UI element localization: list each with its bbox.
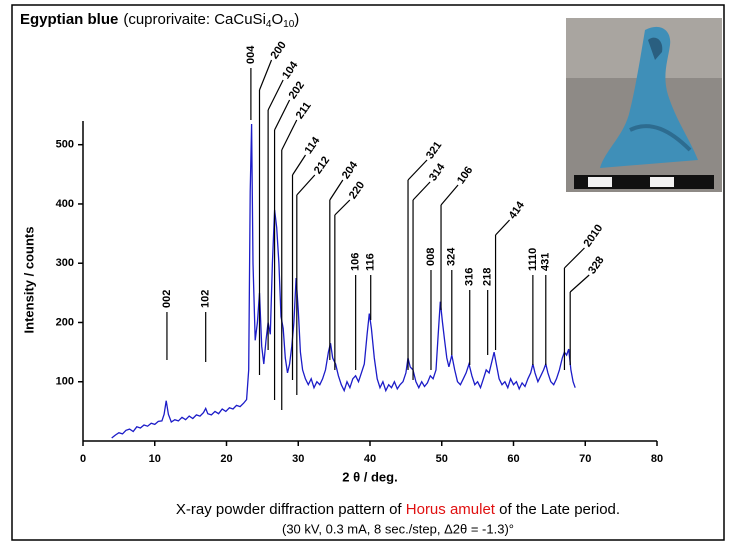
peak-label: 116 (365, 253, 377, 271)
peak-leader (274, 99, 291, 131)
peak-leader (495, 219, 511, 236)
amulet-detail (648, 37, 663, 60)
x-tick-label: 30 (292, 453, 304, 465)
peak-label: 316 (464, 268, 476, 286)
chart-title: Egyptian blue (cuprorivaite: CaCuSi4O10) (20, 11, 299, 30)
peak-leader (412, 181, 431, 201)
peak-leader (329, 179, 344, 201)
peak-leader (281, 119, 298, 151)
scale-bar (588, 177, 612, 187)
peak-label: 218 (482, 268, 494, 286)
xrd-line (111, 123, 576, 439)
peak-label: 106 (350, 253, 362, 271)
peak-label: 008 (425, 248, 437, 266)
peak-label: 102 (200, 290, 212, 308)
x-tick-label: 60 (507, 453, 519, 465)
peak-leader (296, 174, 316, 196)
amulet-detail (629, 124, 692, 152)
title-sub: 4 (266, 19, 272, 30)
peak-leader (440, 184, 459, 206)
x-tick-label: 10 (149, 453, 161, 465)
peak-leader (564, 247, 585, 269)
peak-label: 431 (540, 253, 552, 271)
peak-leader (407, 159, 428, 181)
peak-leader (334, 199, 351, 216)
peak-label: 1110 (527, 248, 539, 271)
y-tick-label: 100 (56, 376, 74, 388)
title-formula: O (271, 11, 283, 28)
x-tick-label: 40 (364, 453, 376, 465)
title-main: Egyptian blue (20, 11, 118, 28)
photo (566, 18, 722, 192)
peak-leader (258, 59, 273, 91)
y-tick-label: 200 (56, 316, 74, 328)
peak-label: 002 (161, 290, 173, 308)
x-tick-label: 20 (220, 453, 232, 465)
title-formula: ) (294, 11, 299, 28)
caption-text: X-ray powder diffraction pattern of (176, 501, 406, 518)
amulet (600, 26, 698, 168)
peak-leader (267, 79, 284, 111)
peak-label: 324 (446, 247, 458, 266)
x-tick-label: 70 (579, 453, 591, 465)
x-tick-label: 0 (80, 453, 86, 465)
x-tick-label: 80 (651, 453, 663, 465)
scale-bar (650, 177, 674, 187)
caption-text: of the Late period. (495, 501, 620, 518)
caption-highlight: Horus amulet (406, 501, 496, 518)
peak-label: 004 (245, 45, 257, 64)
caption: X-ray powder diffraction pattern of Horu… (176, 501, 620, 518)
peak-leader (292, 154, 307, 176)
title-sub: 10 (283, 19, 295, 30)
y-axis-title: Intensity / counts (21, 227, 36, 334)
title-formula: (cuprorivaite: CaCuSi (123, 11, 266, 28)
peak-leader (569, 274, 590, 293)
y-tick-label: 400 (56, 198, 74, 210)
x-axis-title: 2 θ / deg. (342, 469, 397, 484)
y-tick-label: 300 (56, 257, 74, 269)
y-tick-label: 500 (56, 139, 74, 151)
x-tick-label: 50 (436, 453, 448, 465)
caption-conditions: (30 kV, 0.3 mA, 8 sec./step, Δ2θ = -1.3)… (282, 521, 514, 536)
